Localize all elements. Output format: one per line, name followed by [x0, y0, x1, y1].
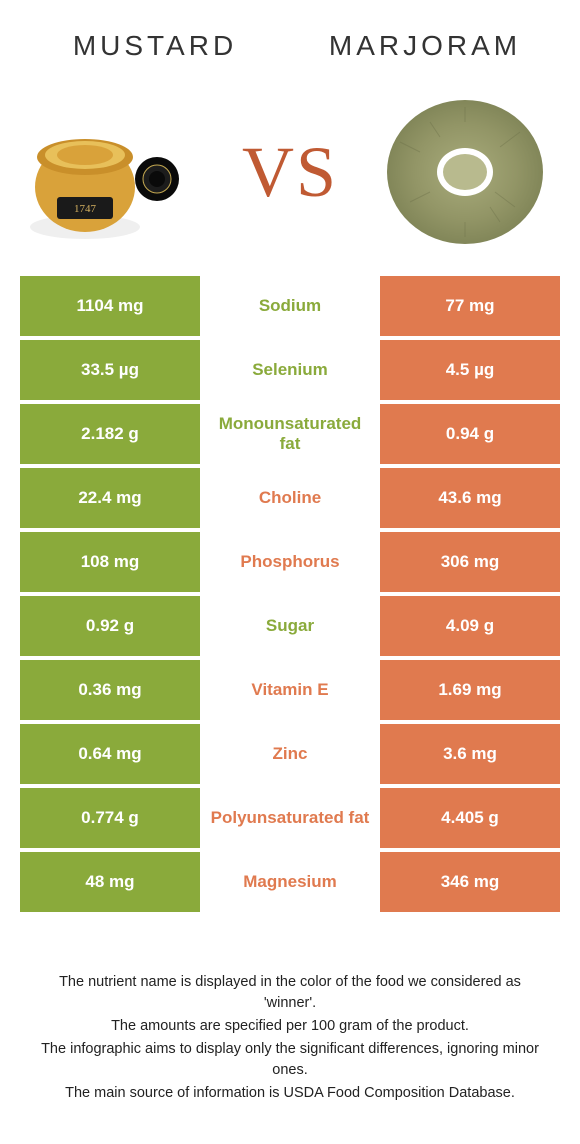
vs-label: VS	[242, 131, 338, 214]
table-row: 48 mgMagnesium346 mg	[20, 852, 560, 912]
left-value: 33.5 µg	[20, 340, 200, 400]
left-value: 48 mg	[20, 852, 200, 912]
right-value: 3.6 mg	[380, 724, 560, 784]
table-row: 0.64 mgZinc3.6 mg	[20, 724, 560, 784]
left-value: 0.36 mg	[20, 660, 200, 720]
nutrient-name: Zinc	[200, 724, 380, 784]
footnote-line: The main source of information is USDA F…	[40, 1083, 540, 1104]
table-row: 22.4 mgCholine43.6 mg	[20, 468, 560, 528]
title-row: Mustard Marjoram	[14, 20, 566, 82]
images-row: 1747 VS	[14, 82, 566, 276]
nutrient-name: Magnesium	[200, 852, 380, 912]
left-value: 0.92 g	[20, 596, 200, 656]
food-right-image	[370, 92, 560, 252]
right-value: 4.5 µg	[380, 340, 560, 400]
footnote-line: The infographic aims to display only the…	[40, 1039, 540, 1081]
right-value: 4.405 g	[380, 788, 560, 848]
right-value: 0.94 g	[380, 404, 560, 464]
right-value: 77 mg	[380, 276, 560, 336]
footnotes: The nutrient name is displayed in the co…	[40, 972, 540, 1104]
food-right-title: Marjoram	[290, 30, 560, 62]
nutrient-name: Vitamin E	[200, 660, 380, 720]
nutrient-name: Polyunsaturated fat	[200, 788, 380, 848]
food-left-image: 1747	[20, 92, 210, 252]
footnote-line: The nutrient name is displayed in the co…	[40, 972, 540, 1014]
table-row: 1104 mgSodium77 mg	[20, 276, 560, 336]
right-value: 306 mg	[380, 532, 560, 592]
nutrient-name: Sugar	[200, 596, 380, 656]
table-row: 0.36 mgVitamin E1.69 mg	[20, 660, 560, 720]
left-value: 2.182 g	[20, 404, 200, 464]
left-value: 22.4 mg	[20, 468, 200, 528]
left-value: 0.774 g	[20, 788, 200, 848]
nutrient-name: Choline	[200, 468, 380, 528]
right-value: 43.6 mg	[380, 468, 560, 528]
left-value: 0.64 mg	[20, 724, 200, 784]
table-row: 0.92 gSugar4.09 g	[20, 596, 560, 656]
left-value: 1104 mg	[20, 276, 200, 336]
nutrient-name: Selenium	[200, 340, 380, 400]
right-value: 346 mg	[380, 852, 560, 912]
table-row: 2.182 gMonounsaturated fat0.94 g	[20, 404, 560, 464]
table-row: 33.5 µgSelenium4.5 µg	[20, 340, 560, 400]
right-value: 1.69 mg	[380, 660, 560, 720]
footnote-line: The amounts are specified per 100 gram o…	[40, 1016, 540, 1037]
marjoram-herb-icon	[380, 92, 550, 252]
left-value: 108 mg	[20, 532, 200, 592]
food-left-title: Mustard	[20, 30, 290, 62]
mustard-jar-icon: 1747	[25, 97, 205, 247]
comparison-table: 1104 mgSodium77 mg33.5 µgSelenium4.5 µg2…	[20, 276, 560, 912]
nutrient-name: Sodium	[200, 276, 380, 336]
table-row: 0.774 gPolyunsaturated fat4.405 g	[20, 788, 560, 848]
nutrient-name: Monounsaturated fat	[200, 404, 380, 464]
right-value: 4.09 g	[380, 596, 560, 656]
nutrient-name: Phosphorus	[200, 532, 380, 592]
table-row: 108 mgPhosphorus306 mg	[20, 532, 560, 592]
svg-text:1747: 1747	[74, 203, 97, 215]
